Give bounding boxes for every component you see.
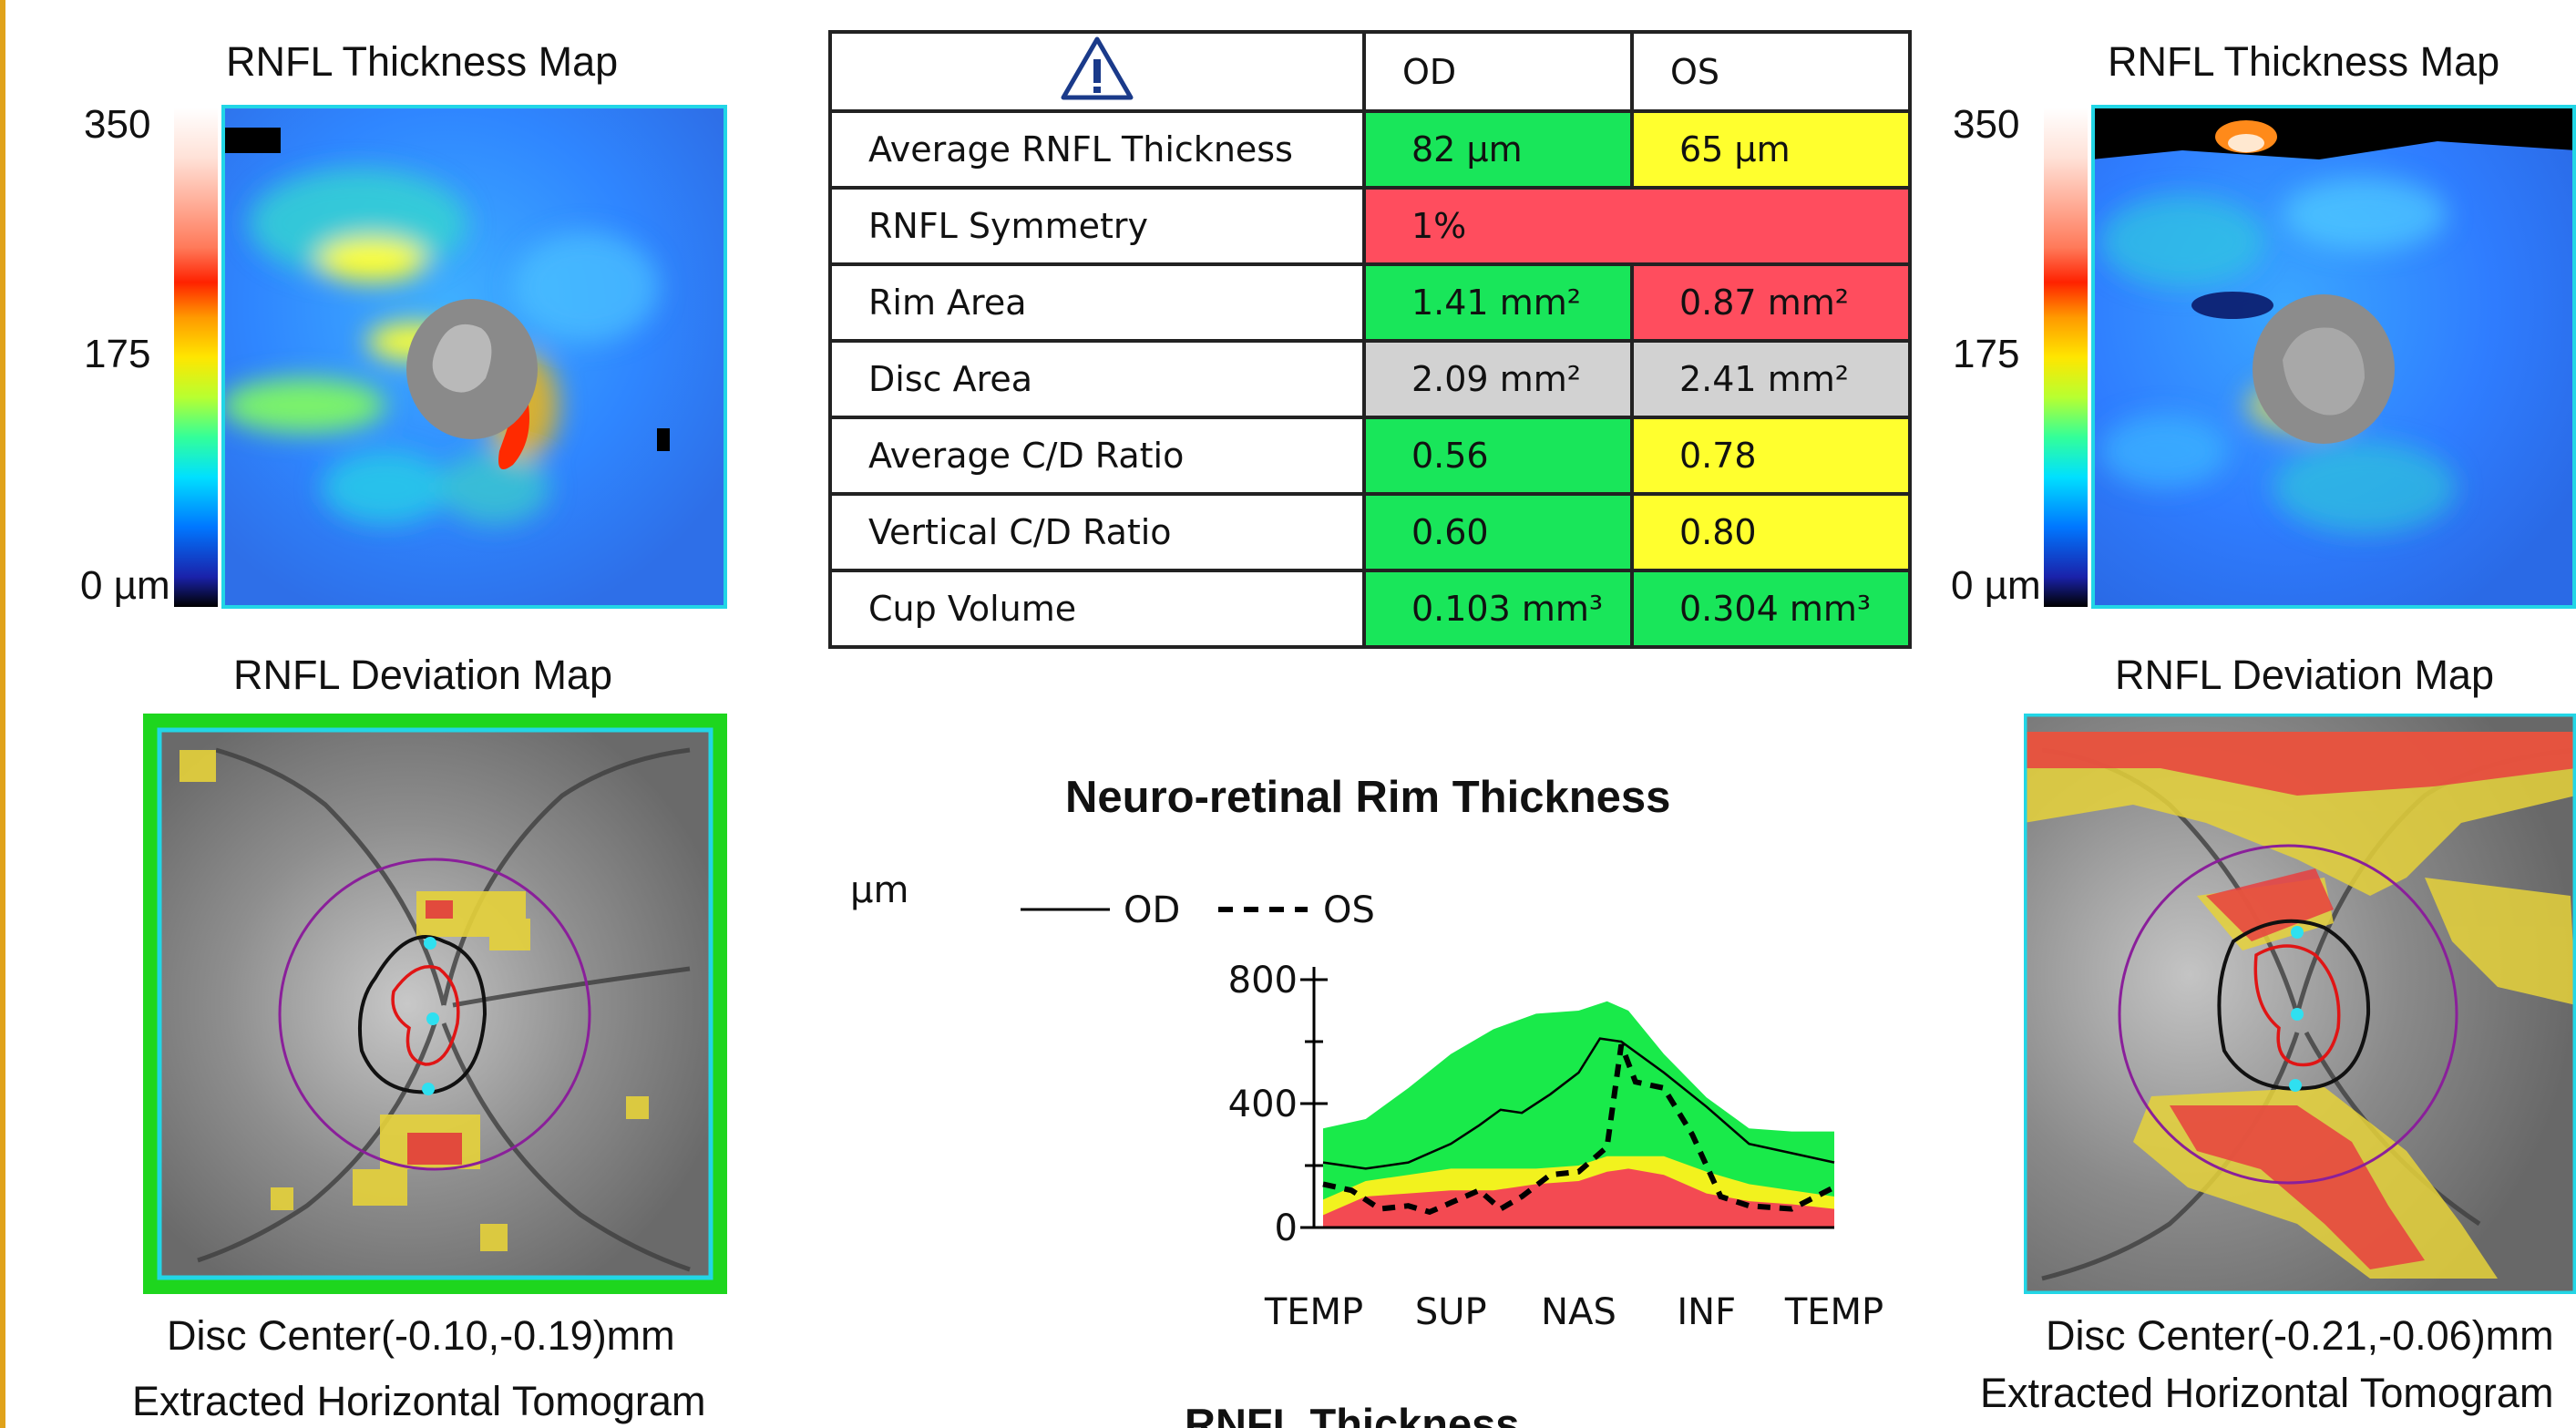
legend-box	[1011, 875, 1339, 939]
left-edge-bar	[0, 0, 5, 1428]
left-scale-max: 350	[84, 102, 151, 147]
right-disc-center: Disc Center(-0.21,-0.06)mm	[2046, 1312, 2554, 1359]
x-tick-label-inf: INF	[1677, 1291, 1736, 1333]
row-os-value: 0.87 mm²	[1630, 262, 1912, 343]
table-row: Cup Volume 0.103 mm³ 0.304 mm³	[828, 569, 1912, 649]
summary-table: OD OS Average RNFL Thickness 82 µm 65 µm RN…	[828, 30, 1912, 649]
row-label: Average C/D Ratio	[828, 416, 1366, 496]
right-scale-max: 350	[1953, 102, 2020, 147]
x-tick-label-nas: NAS	[1541, 1291, 1616, 1333]
row-os-value: 65 µm	[1630, 109, 1912, 190]
row-label: Average RNFL Thickness	[828, 109, 1366, 190]
row-label: Rim Area	[828, 262, 1366, 343]
x-tick-label-sup: SUP	[1415, 1291, 1487, 1333]
os-header: OS	[1630, 30, 1912, 113]
row-os-value: 2.41 mm²	[1630, 339, 1912, 419]
y-tick-label: 0	[1275, 1207, 1298, 1249]
table-row: Average C/D Ratio 0.56 0.78	[828, 416, 1912, 496]
right-deviation-map-title: RNFL Deviation Map	[2115, 652, 2494, 698]
right-deviation-map	[2024, 714, 2576, 1294]
row-os-value: 0.80	[1630, 492, 1912, 572]
row-od-value: 2.09 mm²	[1362, 339, 1634, 419]
x-tick-label-temp: TEMP	[1264, 1291, 1363, 1333]
row-os-value: 0.304 mm³	[1630, 569, 1912, 649]
left-disc-center: Disc Center(-0.10,-0.19)mm	[167, 1312, 675, 1359]
left-thickness-map	[221, 105, 727, 609]
y-tick-label: 800	[1228, 960, 1298, 1002]
row-label: Cup Volume	[828, 569, 1366, 649]
series-line-os	[1322, 1043, 1836, 1216]
row-od-value: 0.56	[1362, 416, 1634, 496]
left-scale-mid: 175	[84, 332, 151, 376]
od-header: OD	[1362, 30, 1634, 113]
partial-footer-label-clip: RNFL Thickness	[1185, 1394, 1519, 1428]
y-axis-label: µm	[850, 869, 908, 911]
outside-normal-band-red	[1323, 1168, 1834, 1228]
right-tomogram-label: Extracted Horizontal Tomogram	[1980, 1370, 2554, 1416]
legend-label-os: OS	[1323, 889, 1375, 931]
row-label: Disc Area	[828, 339, 1366, 419]
left-tomogram-label: Extracted Horizontal Tomogram	[132, 1378, 706, 1424]
right-scale-mid: 175	[1953, 332, 2020, 376]
table-row: Disc Area 2.09 mm² 2.41 mm²	[828, 339, 1912, 419]
row-label: RNFL Symmetry	[828, 186, 1366, 266]
row-os-value: 0.78	[1630, 416, 1912, 496]
legend-label-od: OD	[1124, 889, 1180, 931]
partial-footer-label: RNFL Thickness	[1185, 1400, 1520, 1428]
table-row: Vertical C/D Ratio 0.60 0.80	[828, 492, 1912, 572]
row-od-value: 0.60	[1362, 492, 1634, 572]
row-od-value: 0.103 mm³	[1362, 569, 1634, 649]
chart-title: Neuro-retinal Rim Thickness	[1065, 773, 1671, 822]
series-line-od	[1322, 1037, 1835, 1170]
row-label: Vertical C/D Ratio	[828, 492, 1366, 572]
table-row: Average RNFL Thickness 82 µm 65 µm	[828, 109, 1912, 190]
left-thickness-colorbar	[174, 108, 218, 607]
right-thickness-map-title: RNFL Thickness Map	[2108, 38, 2500, 85]
y-tick-label: 400	[1228, 1084, 1298, 1125]
table-row: RNFL Symmetry 1%	[828, 186, 1912, 266]
row-combined-value: 1%	[1362, 186, 1912, 266]
row-od-value: 82 µm	[1362, 109, 1634, 190]
left-thickness-map-title: RNFL Thickness Map	[226, 38, 619, 85]
right-scale-min: 0 µm	[1951, 563, 2041, 608]
left-deviation-map	[143, 714, 727, 1294]
left-scale-min: 0 µm	[80, 563, 170, 608]
warning-header-cell	[828, 30, 1366, 113]
table-row: Rim Area 1.41 mm² 0.87 mm²	[828, 262, 1912, 343]
warning-triangle-icon	[1061, 36, 1134, 100]
left-deviation-map-title: RNFL Deviation Map	[233, 652, 612, 698]
x-tick-label-temp: TEMP	[1784, 1291, 1883, 1333]
table-header-row: OD OS	[828, 30, 1912, 113]
rim-thickness-chart: 0 400 800 µm TEMP SUP NAS INF TEMP OD OS	[850, 869, 1883, 1333]
right-thickness-map	[2091, 105, 2576, 609]
right-thickness-colorbar	[2044, 108, 2088, 607]
row-od-value: 1.41 mm²	[1362, 262, 1634, 343]
